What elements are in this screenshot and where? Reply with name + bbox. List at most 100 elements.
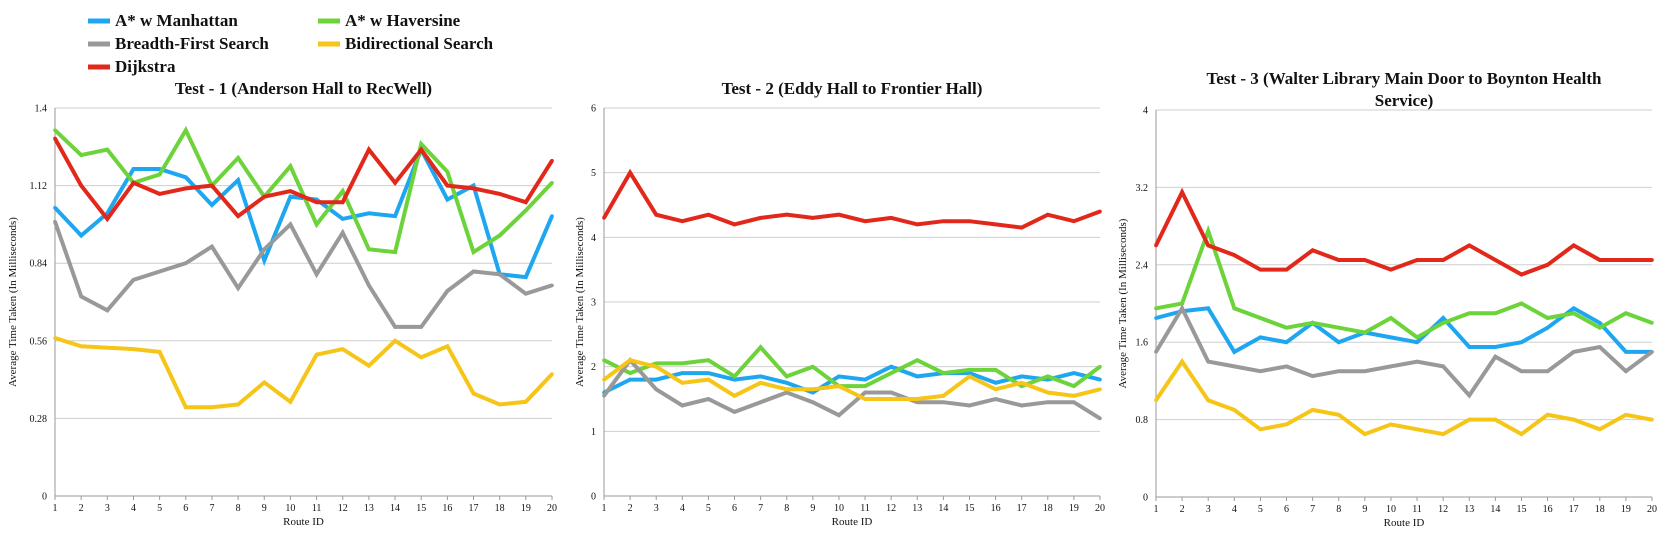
data-point [497, 272, 502, 277]
y-tick-label: 1.12 [30, 181, 48, 192]
data-point [1284, 325, 1289, 330]
data-point [393, 214, 397, 218]
data-point [1441, 321, 1445, 325]
data-point [941, 400, 946, 405]
data-point [1336, 258, 1341, 262]
data-point [732, 410, 737, 414]
legend-item-a-w-manhattan: A* w Manhattan [88, 11, 238, 30]
data-point [79, 153, 83, 157]
data-point [105, 211, 110, 216]
data-point [1072, 393, 1076, 398]
data-point [1441, 364, 1445, 369]
data-point [784, 390, 789, 395]
data-point [1493, 354, 1498, 359]
data-point [784, 381, 789, 385]
data-point [1624, 412, 1628, 417]
data-point [367, 363, 371, 368]
data-point [889, 216, 893, 220]
data-point [1154, 243, 1158, 248]
data-point [1597, 345, 1602, 349]
data-point [680, 403, 685, 408]
y-axis-label: Average Time Taken (In Milliseconds) [574, 217, 586, 387]
x-tick-label: 1 [1154, 504, 1159, 515]
data-point [1571, 311, 1576, 315]
data-point [288, 164, 293, 168]
data-point [1154, 316, 1158, 320]
x-tick-label: 19 [1621, 504, 1631, 515]
series-points-a-w-manhattan [53, 147, 554, 279]
y-tick-label: 1 [591, 427, 596, 438]
data-point [1415, 359, 1419, 364]
legend-item-bidirectional-search: Bidirectional Search [318, 34, 494, 53]
data-point [784, 374, 789, 379]
x-tick-label: 12 [1438, 504, 1448, 515]
data-point [419, 325, 424, 329]
data-point [53, 205, 57, 210]
data-point [1363, 432, 1367, 436]
y-axis-label: Average Time Taken (In Milliseconds) [1117, 218, 1129, 388]
data-point [1571, 350, 1576, 354]
data-point [419, 142, 424, 146]
data-point [340, 217, 345, 221]
data-point [1467, 393, 1472, 398]
data-point [811, 364, 815, 369]
x-tick-label: 1 [53, 503, 58, 514]
x-tick-label: 9 [262, 503, 267, 514]
data-point [288, 222, 293, 227]
x-tick-label: 16 [442, 503, 452, 514]
data-point [497, 192, 502, 196]
series-line-breadth-first-search [1154, 304, 1654, 399]
data-point [1415, 427, 1419, 432]
series-points-a-w-haversine [53, 128, 554, 254]
data-point [1571, 306, 1576, 311]
data-point [941, 219, 946, 223]
data-point [1045, 390, 1050, 395]
x-tick-label: 10 [285, 503, 295, 514]
series-points-breadth-first-search [1154, 306, 1654, 398]
data-point [1072, 219, 1076, 223]
series-points-bidirectional-search [53, 336, 554, 410]
data-point [1493, 311, 1498, 315]
x-tick-label: 2 [79, 503, 84, 514]
series-line-a-w-manhattan [1155, 305, 1652, 355]
data-point [419, 355, 424, 360]
data-point [706, 377, 711, 382]
data-point [993, 222, 998, 227]
data-point [1467, 345, 1472, 349]
legend-label: Breadth-First Search [115, 34, 269, 53]
data-point [1310, 374, 1315, 378]
data-point [680, 371, 685, 375]
data-point [732, 377, 737, 382]
x-tick-label: 19 [521, 503, 531, 514]
data-point [811, 387, 815, 392]
data-point [210, 203, 214, 207]
data-point [784, 212, 789, 217]
data-point [837, 374, 841, 379]
data-point [236, 402, 240, 407]
x-tick-label: 6 [183, 503, 188, 514]
data-point [1493, 345, 1498, 349]
data-point [602, 377, 606, 382]
data-point [993, 387, 998, 392]
data-point [393, 250, 397, 254]
data-point [1363, 258, 1367, 262]
data-point [157, 269, 162, 274]
x-tick-label: 20 [1095, 503, 1105, 514]
data-point [1650, 417, 1654, 422]
data-point [654, 212, 659, 217]
data-point [758, 345, 763, 350]
data-point [1098, 416, 1102, 421]
data-point [262, 194, 267, 199]
y-tick-label: 0 [591, 492, 596, 503]
x-tick-label: 11 [312, 503, 322, 514]
y-tick-label: 4 [591, 233, 596, 244]
data-point [915, 400, 920, 405]
data-point [1284, 364, 1289, 369]
series-group [1154, 187, 1654, 437]
data-point [471, 186, 476, 191]
series-line-breadth-first-search [53, 220, 553, 329]
data-point [967, 371, 972, 375]
x-tick-label: 15 [964, 503, 974, 514]
data-point [863, 219, 867, 223]
